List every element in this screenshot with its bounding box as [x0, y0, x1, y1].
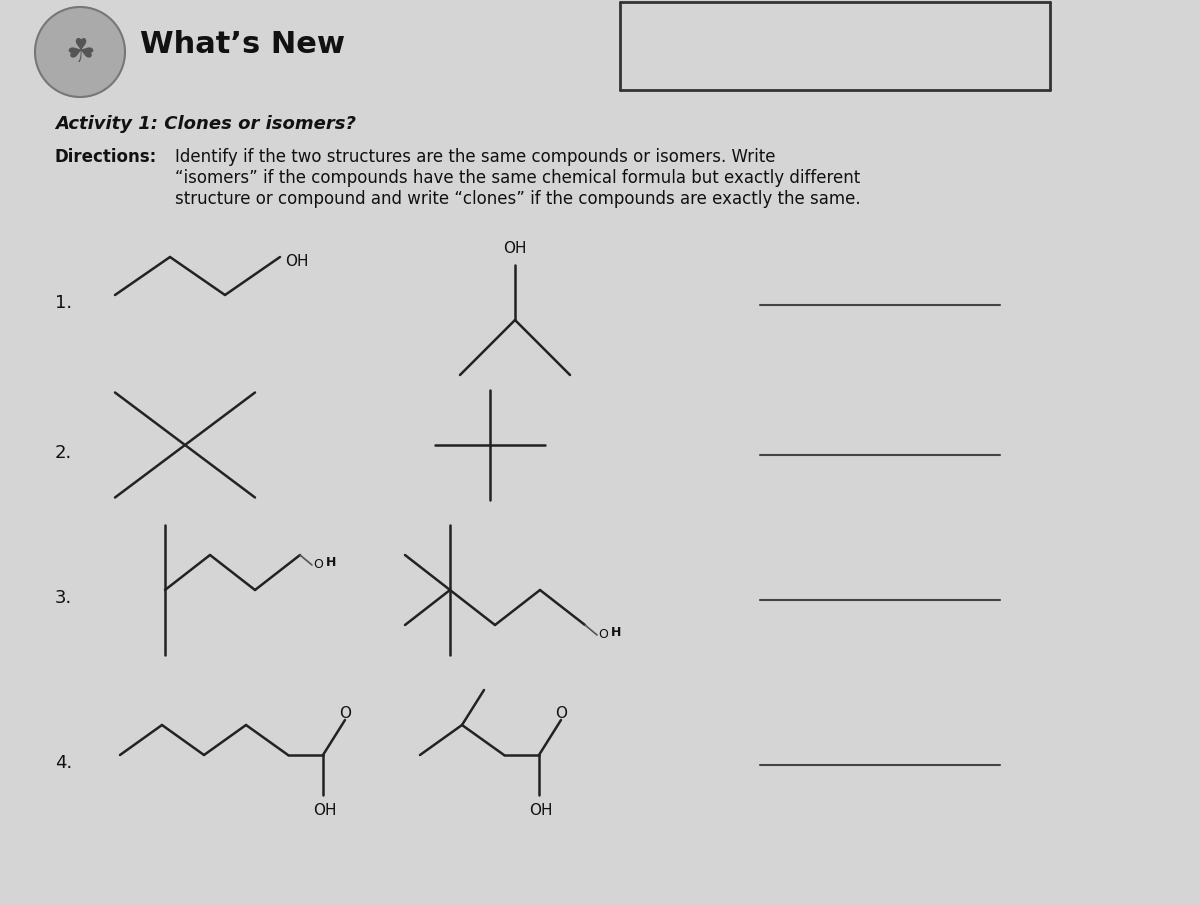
Text: O: O — [340, 706, 352, 720]
Text: Identify if the two structures are the same compounds or isomers. Write
“isomers: Identify if the two structures are the s… — [175, 148, 860, 207]
Text: 4.: 4. — [55, 754, 72, 772]
Text: What’s New: What’s New — [140, 30, 346, 59]
Text: Activity 1: Clones or isomers?: Activity 1: Clones or isomers? — [55, 115, 356, 133]
Text: 2.: 2. — [55, 444, 72, 462]
Text: 3.: 3. — [55, 589, 72, 607]
Text: 1.: 1. — [55, 294, 72, 312]
Text: OH: OH — [286, 253, 308, 269]
Text: O: O — [598, 627, 608, 641]
Text: H: H — [326, 556, 336, 568]
Text: H: H — [611, 625, 622, 639]
Text: O: O — [554, 706, 568, 720]
Circle shape — [35, 7, 125, 97]
Text: O: O — [313, 557, 323, 570]
Text: OH: OH — [529, 803, 552, 817]
Text: OH: OH — [503, 241, 527, 255]
Text: Directions:: Directions: — [55, 148, 157, 166]
Text: OH: OH — [313, 803, 336, 817]
Text: ☘: ☘ — [65, 35, 95, 69]
